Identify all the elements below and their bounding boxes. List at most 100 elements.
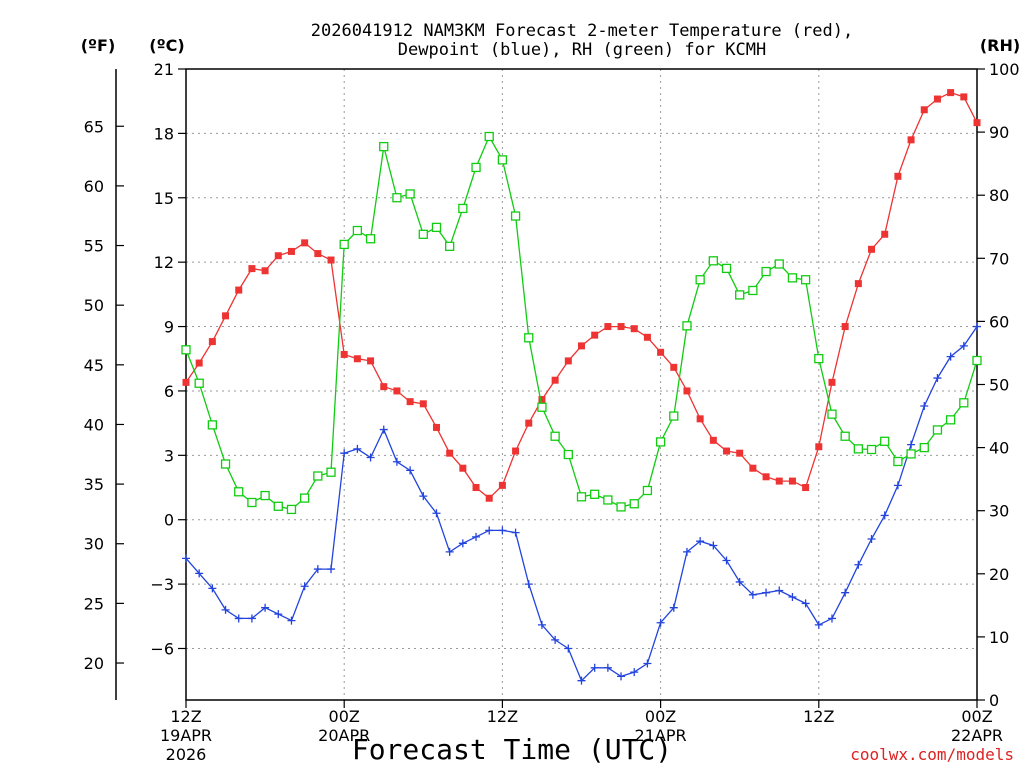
temperature-point [749,464,757,472]
fahrenheit-tick-label: 55 [84,237,104,256]
rh-point [537,402,547,412]
temperature-point [274,252,282,260]
rh-tick-label: 50 [989,376,1009,395]
rh-point [748,285,758,296]
rh-point [959,398,969,408]
rh-point [787,273,798,283]
source-credit: coolwx.com/models [850,745,1014,764]
fahrenheit-tick-label: 60 [84,177,104,196]
temperature-point [301,239,309,247]
celsius-tick-label: 3 [164,446,174,465]
rh-point [919,442,929,453]
rh-point [234,487,244,497]
dewpoint-point [788,592,797,601]
series-line [185,91,978,500]
dewpoint-point [247,614,256,623]
celsius-tick-label: −6 [150,639,174,658]
dewpoint-point [313,565,322,574]
rh-point [972,355,982,366]
rh-point [194,378,204,388]
x-tick-label-time: 00Z [329,707,360,726]
series-open-square [181,131,982,515]
dewpoint-point [656,618,665,627]
temperature-point [551,376,559,384]
dewpoint-point [406,466,415,475]
fahrenheit-tick-label: 30 [84,535,104,554]
rh-point [550,431,560,441]
temperature-point [709,436,717,444]
rh-point [893,456,903,467]
rh-point [471,162,481,173]
celsius-tick-label: 9 [164,318,174,337]
rh-point [866,444,877,455]
rh-point [445,241,455,251]
temperature-point [208,338,216,346]
dewpoint-point [524,580,533,589]
rh-point [603,495,613,505]
x-tick-label-date: 21APR [635,726,687,745]
rh-point [418,229,428,239]
dewpoint-point [603,663,612,672]
rh-point [286,504,297,515]
rh-tick-label: 100 [989,60,1020,79]
dewpoint-point [854,560,863,569]
dewpoint-point [287,616,296,625]
temperature-point [683,387,691,395]
temperature-point [327,256,335,264]
temperature-point [775,477,783,485]
temperature-point [578,342,585,350]
rh-point [761,266,771,277]
temperature-point [960,93,968,101]
plot-frame [185,68,978,701]
temperature-point [287,247,295,255]
rh-point [590,489,600,499]
temperature-point [406,398,414,406]
rh-tick-label: 10 [989,628,1009,647]
temperature-point [261,267,269,275]
temperature-point [538,396,546,404]
dewpoint-point [827,614,836,623]
rh-tick-label: 20 [989,565,1009,584]
celsius-tick-label: −3 [150,575,174,594]
temperature-point [591,331,599,339]
x-tick-label-time: 12Z [803,707,834,726]
dewpoint-point [261,603,270,612]
temperature-point [802,484,810,492]
dewpoint-point [801,599,810,608]
temperature-point [459,464,467,472]
rh-tick-label: 30 [989,502,1009,521]
rh-unit-label: (RH) [980,36,1020,55]
rh-tick-label: 90 [989,123,1009,142]
temperature-point [367,357,375,365]
dewpoint-point [366,453,375,462]
rh-point [682,321,692,331]
temperature-point [657,348,665,356]
temperature-point [564,357,572,365]
dewpoint-point [973,322,981,331]
x-tick-label-date: 22APR [951,726,1003,745]
dewpoint-point [564,644,573,653]
rh-point [510,211,521,221]
dewpoint-point [748,590,757,599]
temperature-point [182,378,190,386]
rh-point [339,239,349,250]
dewpoint-point [419,492,428,501]
dewpoint-point [221,605,230,614]
temperature-point [920,106,928,114]
dewpoint-point [867,535,876,544]
temperature-point [841,323,849,331]
temperature-point [854,280,862,288]
dewpoint-point [353,444,362,453]
temperature-point [617,323,625,331]
dewpoint-point [682,547,691,556]
chart-title-line-1: 2026041912 NAM3KM Forecast 2-meter Tempe… [311,21,853,41]
rh-point [721,263,732,274]
temperature-point [973,119,981,127]
dewpoint-point [274,610,283,619]
dewpoint-point [880,511,889,520]
dewpoint-point [379,425,388,434]
dewpoint-point [551,635,560,644]
celsius-tick-label: 18 [154,124,174,143]
dewpoint-point [537,620,546,629]
